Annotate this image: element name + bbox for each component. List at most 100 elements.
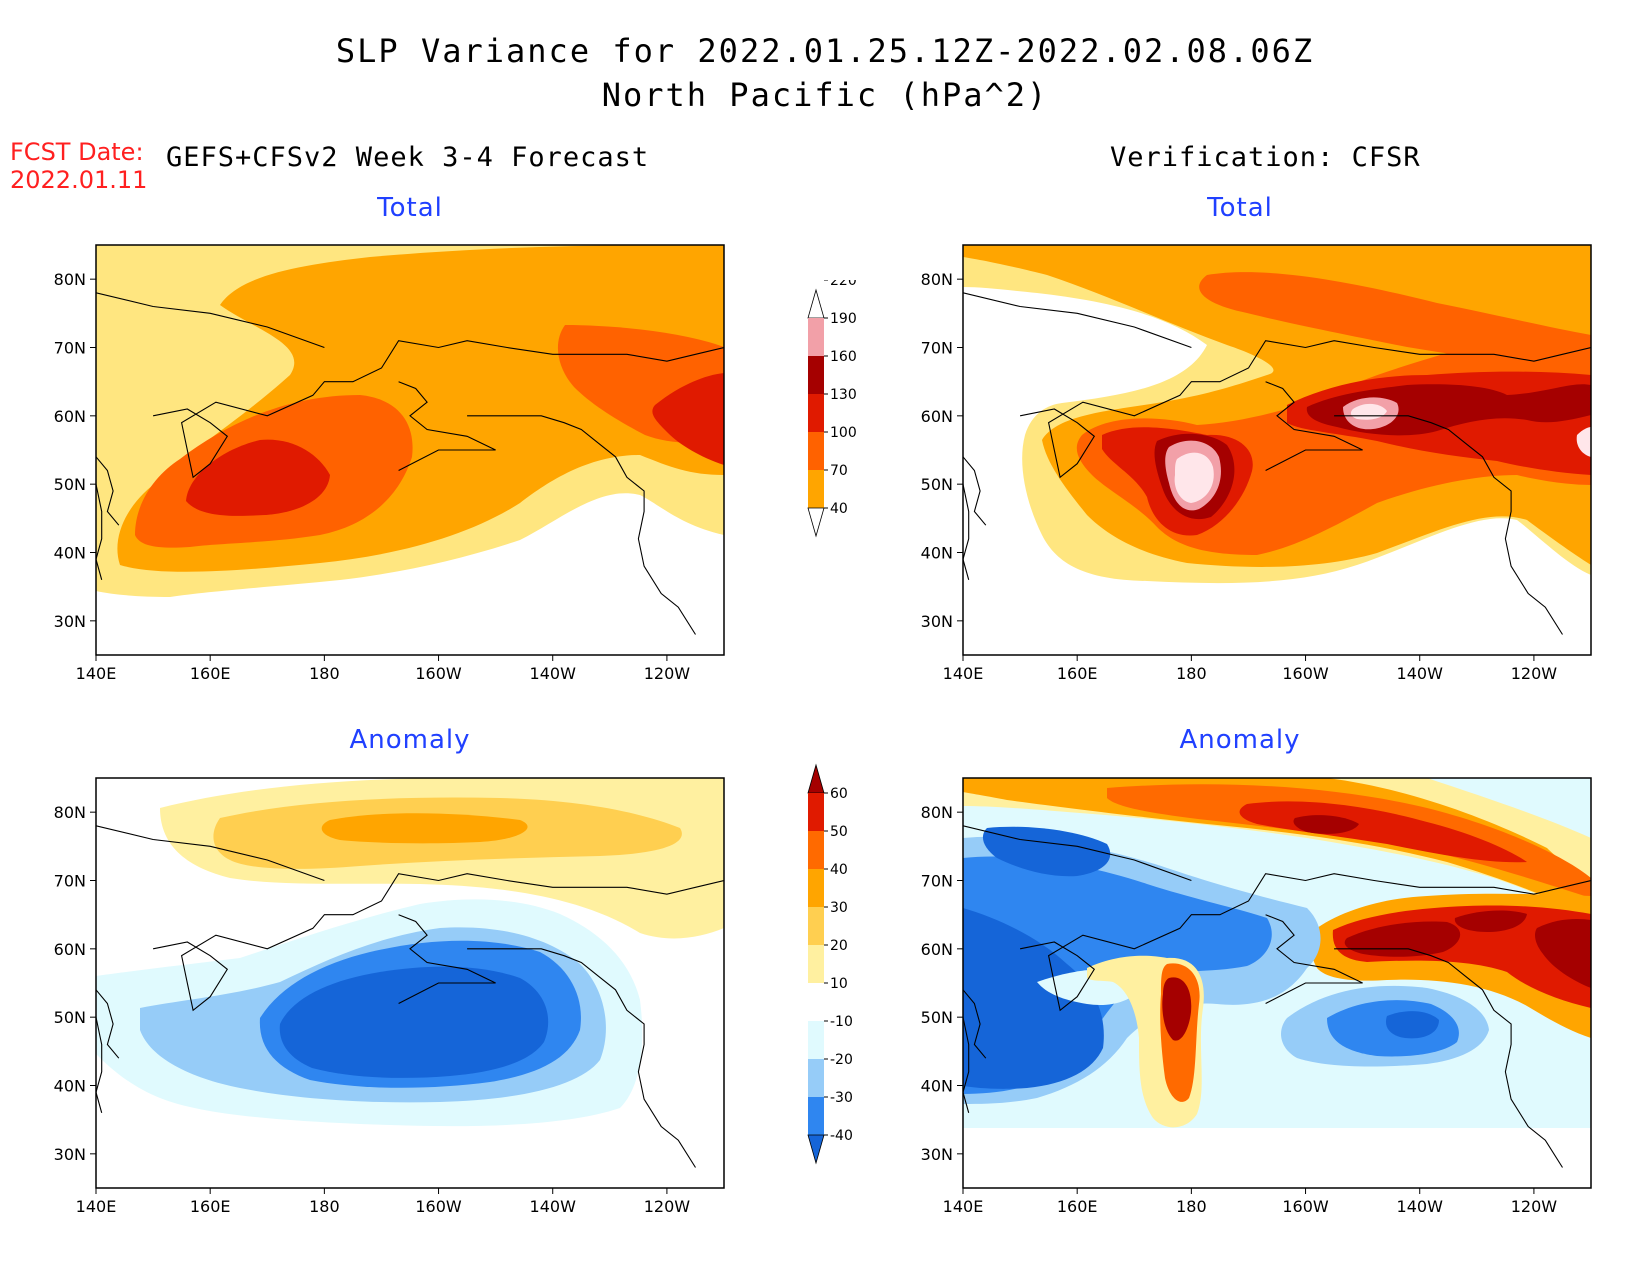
lon-tick-label: 160E [190, 664, 231, 683]
lon-tick-label: 140W [1397, 664, 1444, 683]
lon-tick-label: 140E [76, 664, 117, 683]
colorbar-segment [808, 907, 824, 945]
coastline [96, 989, 120, 1059]
panel-title-forecast-total: Total [377, 193, 443, 223]
lat-tick-label: 60N [921, 940, 953, 959]
lon-tick-label: 140W [530, 664, 577, 683]
lat-tick-label: 30N [921, 612, 953, 631]
panel-title-verification-total: Total [1207, 193, 1273, 223]
colorbar-label: -40 [830, 1128, 853, 1144]
lat-tick-label: 30N [54, 1145, 86, 1164]
coastline [963, 484, 970, 580]
contour-fill-region [652, 373, 724, 465]
colorbar-top-arrow [807, 288, 825, 319]
colorbar-label: 40 [830, 862, 848, 878]
lat-tick-label: 80N [54, 270, 86, 289]
lat-tick-label: 50N [921, 475, 953, 494]
lat-tick-label: 70N [54, 339, 86, 358]
contour-fill-region [1107, 784, 1591, 898]
lon-tick-label: 160E [1057, 664, 1098, 683]
colorbar-total: 40 70 100 130 160 190 220 [807, 280, 857, 538]
coastline [963, 989, 987, 1059]
colorbar-segment [808, 432, 824, 470]
contour-fill-region [982, 826, 1111, 877]
colorbar-segment [808, 394, 824, 432]
lon-tick-label: 180 [1176, 1197, 1207, 1216]
contour-fill-region [1174, 452, 1214, 503]
coastline [963, 292, 1192, 349]
coastline [963, 456, 987, 526]
contour-fill-region [1293, 815, 1359, 834]
map-frame [962, 777, 1592, 1189]
lat-tick-label: 50N [54, 1008, 86, 1027]
lat-tick-label: 40N [921, 544, 953, 563]
lon-tick-label: 160W [1282, 664, 1329, 683]
colorbar-segment [808, 1021, 824, 1059]
colorbar-label: 70 [830, 463, 848, 479]
lon-tick-label: 140W [530, 1197, 577, 1216]
contour-fill-region [963, 908, 1104, 1089]
lon-tick-label: 160W [415, 1197, 462, 1216]
map-frame [95, 777, 725, 1189]
lat-tick-label: 70N [54, 872, 86, 891]
coastline [963, 825, 1192, 882]
lat-tick-label: 80N [54, 803, 86, 822]
coastline [398, 381, 496, 471]
colorbar-segment [808, 869, 824, 907]
colorbar-segment [808, 831, 824, 869]
coastline [398, 914, 496, 1004]
colorbar-segment [808, 983, 824, 1021]
colorbar-segment [808, 793, 824, 831]
coastline [963, 1017, 970, 1113]
coastline [96, 456, 120, 526]
coastline [1265, 914, 1363, 1004]
lat-tick-label: 40N [921, 1077, 953, 1096]
lon-tick-label: 120W [644, 1197, 691, 1216]
lat-tick-label: 60N [54, 940, 86, 959]
colorbar-label: -20 [830, 1052, 853, 1068]
lon-tick-label: 160E [190, 1197, 231, 1216]
coastline [96, 484, 103, 580]
colorbar-segment [808, 318, 824, 356]
coastline [96, 825, 325, 882]
figure-title: SLP Variance for 2022.01.25.12Z-2022.02.… [335, 32, 1315, 70]
lon-tick-label: 140E [943, 1197, 984, 1216]
map-panel-verification-anomaly: 80N 70N 60N 50N 40N 30N 140E 160E 180 160W 140W 120… [921, 777, 1592, 1216]
lon-tick-label: 180 [1176, 664, 1207, 683]
contour-fill-group [96, 778, 724, 1168]
contour-fill-region [1162, 977, 1192, 1041]
coastline [467, 415, 696, 635]
coastline [1334, 948, 1563, 1168]
lon-tick-label: 120W [1511, 1197, 1558, 1216]
contour-fill-region [1344, 921, 1461, 957]
colorbar-label: 50 [830, 824, 848, 840]
coastline [1265, 381, 1363, 471]
contour-fill-group [96, 245, 724, 635]
panel-title-forecast-anomaly: Anomaly [349, 725, 471, 755]
colorbar-label: 30 [830, 900, 848, 916]
lon-tick-label: 120W [644, 664, 691, 683]
lat-tick-label: 50N [54, 475, 86, 494]
colorbar-label: -30 [830, 1090, 853, 1106]
lat-tick-label: 30N [54, 612, 86, 631]
lat-tick-label: 80N [921, 803, 953, 822]
fcst-date-label: FCST Date: [10, 138, 144, 166]
colorbar-label: 130 [830, 387, 857, 403]
lat-tick-label: 80N [921, 270, 953, 289]
fcst-date-value: 2022.01.11 [10, 166, 148, 194]
colorbar-segment [808, 470, 824, 508]
map-frame [95, 244, 725, 656]
colorbar-bottom-arrow [807, 1134, 825, 1165]
colorbar-label: 60 [830, 786, 848, 802]
lon-tick-label: 160W [415, 664, 462, 683]
colorbar-label: 190 [830, 311, 857, 327]
lat-tick-label: 50N [921, 1008, 953, 1027]
contour-fill-region [1535, 918, 1591, 988]
contour-fill-region [279, 966, 549, 1078]
map-panel-forecast-total: 80N 70N 60N 50N 40N 30N 140E 160E 180 160W 140W 120… [54, 244, 725, 683]
forecast-column-title: GEFS+CFSv2 Week 3-4 Forecast [166, 142, 650, 173]
lon-tick-label: 180 [309, 1197, 340, 1216]
contour-fill-region [1454, 910, 1527, 932]
colorbar-segment [808, 945, 824, 983]
colorbar-segment [808, 1097, 824, 1135]
